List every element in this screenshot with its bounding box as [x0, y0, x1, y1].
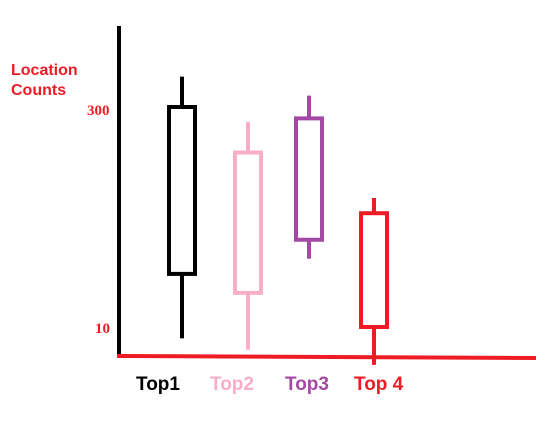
x-category-labels: Top1 Top2 Top3 Top 4: [136, 374, 404, 395]
y-tick-label-300: 300: [87, 103, 110, 119]
box-body-top1: [167, 105, 197, 276]
box-body-top4: [359, 211, 389, 329]
box-body-top3: [294, 116, 324, 242]
box-top2: [233, 122, 263, 350]
box-top4: [359, 198, 389, 365]
box-body-top2: [233, 150, 263, 295]
x-axis: [116, 354, 537, 360]
x-category-label-top3: Top3: [285, 374, 329, 395]
box-top1: [167, 76, 197, 339]
y-tick-label-10: 10: [95, 321, 110, 337]
axes: [116, 26, 537, 360]
x-category-label-top2: Top2: [210, 374, 254, 395]
x-category-label-top1: Top1: [136, 374, 180, 395]
box-series: [167, 76, 389, 365]
y-axis-label-line-1: Location: [11, 62, 78, 79]
y-axis-label-line-2: Counts: [11, 82, 66, 99]
x-category-label-top4: Top 4: [354, 374, 404, 395]
box-top3: [294, 95, 324, 259]
